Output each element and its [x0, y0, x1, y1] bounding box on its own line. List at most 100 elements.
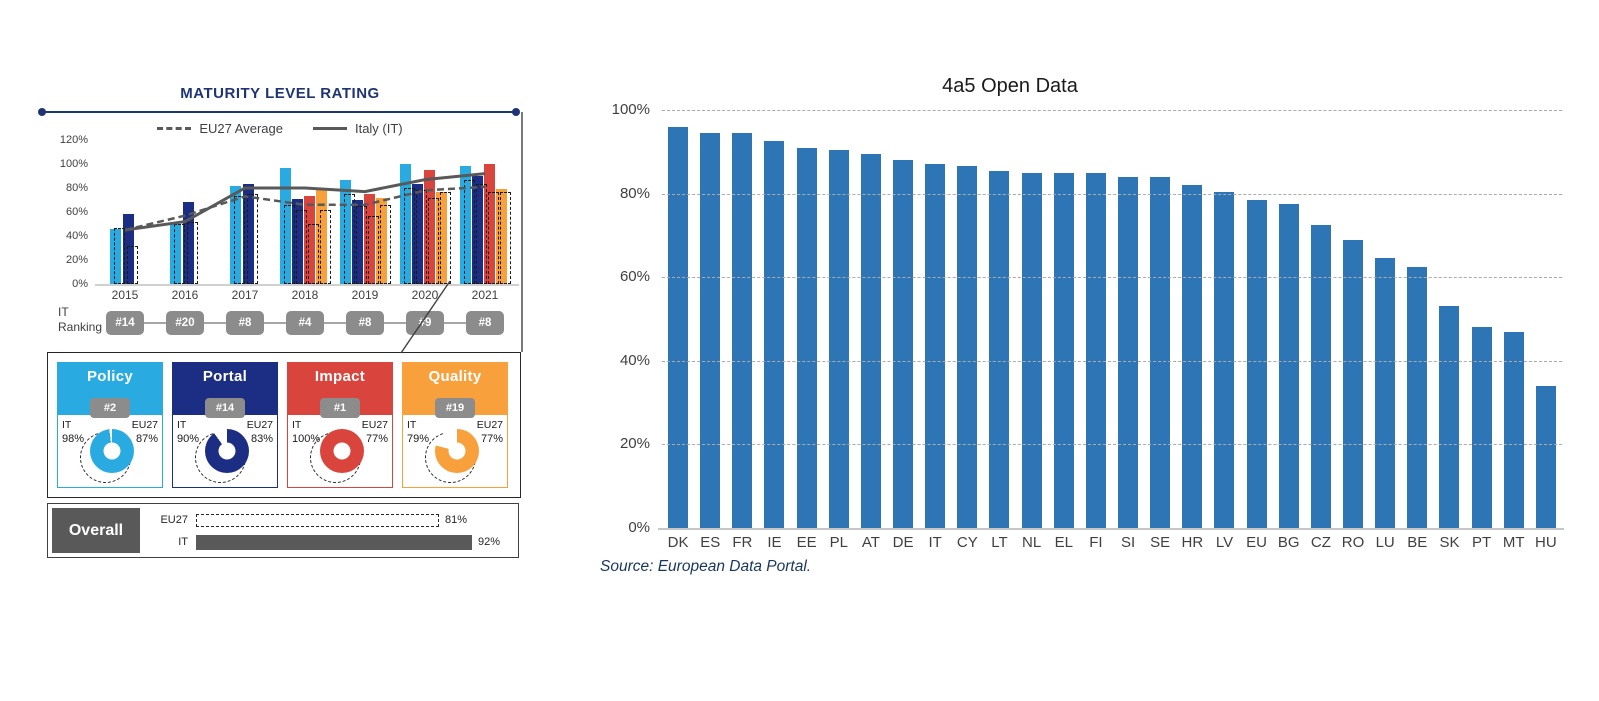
bar-AT — [860, 153, 881, 528]
overall-row-it: IT 92% — [144, 531, 518, 553]
card-it-label: IT — [62, 419, 72, 431]
it-donut — [320, 429, 364, 473]
dimension-cards-panel: Policy #2 IT EU27 98% 87% Portal #14 IT EU27 90% 83… — [47, 352, 521, 498]
x-label-PT: PT — [1472, 534, 1492, 551]
bar-Impact (EU27) — [368, 215, 379, 284]
maturity-panel: MATURITY LEVEL RATING EU27 Average Italy… — [30, 85, 530, 575]
year-group-2019 — [335, 140, 395, 284]
card-it-label: IT — [407, 419, 417, 431]
x-label-2017: 2017 — [231, 288, 259, 302]
bar-slot-EU — [1241, 110, 1273, 528]
bar-slot-SE — [1144, 110, 1176, 528]
year-group-2021 — [455, 140, 515, 284]
card-body: IT EU27 79% 77% — [403, 415, 507, 485]
card-eu-value: 83% — [250, 433, 273, 445]
bar-Policy (EU27) — [284, 204, 295, 284]
bar-FR — [732, 133, 753, 528]
card-rank-badge: #2 — [90, 398, 130, 418]
card-it-label: IT — [177, 419, 187, 431]
gridline — [662, 444, 1562, 446]
bar-EU — [1246, 199, 1267, 528]
x-label-CY: CY — [956, 534, 978, 551]
x-label-CZ: CZ — [1310, 534, 1331, 551]
card-it-label: IT — [292, 419, 302, 431]
card-eu-label: EU27 — [476, 419, 503, 431]
gridline — [662, 360, 1562, 362]
bar-ES — [700, 133, 721, 528]
x-label-IT: IT — [928, 534, 942, 551]
bar-HU — [1535, 385, 1556, 528]
bar-Quality (IT) — [436, 191, 447, 284]
bar-SE — [1150, 176, 1171, 528]
y-tick-label: 20% — [65, 254, 88, 266]
bar-LU — [1375, 258, 1396, 528]
overall-it-label: IT — [178, 536, 188, 548]
bar-Quality (IT) — [496, 189, 507, 284]
bar-Portal (EU27) — [416, 190, 427, 284]
bar-PT — [1471, 327, 1492, 528]
y-tick-label: 100% — [59, 158, 88, 170]
bar-slot-IE — [758, 110, 790, 528]
y-tick-label: 80% — [65, 182, 88, 194]
bar-Quality (EU27) — [320, 209, 331, 284]
bar-Portal (EU27) — [476, 184, 487, 284]
card-body: IT EU27 98% 87% — [58, 415, 162, 485]
bar-Quality (IT) — [376, 197, 387, 284]
y-tick-label: 20% — [619, 435, 650, 453]
bar-Portal (IT) — [123, 214, 134, 284]
x-label-DE: DE — [892, 534, 914, 551]
overall-row-eu27: EU27 81% — [144, 509, 518, 531]
card-policy: Policy #2 IT EU27 98% 87% — [57, 362, 163, 488]
x-label-IE: IE — [767, 534, 782, 551]
left-chart-legend: EU27 Average Italy (IT) — [30, 121, 530, 136]
bar-Impact (EU27) — [308, 224, 319, 284]
open-data-chart: 4a5 Open Data 100% 80% 60% 40% 20% 0% DK ES FR I… — [600, 75, 1585, 595]
x-label-EL: EL — [1054, 534, 1073, 551]
bar-Policy (IT) — [340, 179, 351, 284]
bar-slot-MT — [1498, 110, 1530, 528]
x-label-2018: 2018 — [291, 288, 319, 302]
rank-badge-2020: #9 — [406, 311, 444, 335]
donut-hole — [103, 442, 121, 460]
card-it-value: 79% — [407, 433, 430, 445]
left-chart-y-axis: 120% 100% 80% 60% 40% 20% 0% — [30, 134, 88, 290]
donut-hole — [333, 442, 351, 460]
left-chart-plot-area — [95, 140, 515, 284]
it-donut — [435, 429, 479, 473]
y-tick-label: 120% — [59, 134, 88, 146]
bar-Portal (EU27) — [247, 194, 258, 284]
legend-item-italy: Italy (IT) — [312, 121, 403, 136]
bar-Policy (EU27) — [234, 196, 245, 284]
bar-PL — [828, 149, 849, 528]
card-eu-value: 87% — [135, 433, 158, 445]
x-label-2019: 2019 — [351, 288, 379, 302]
bar-FI — [1085, 172, 1106, 528]
overall-label: Overall — [52, 508, 140, 553]
x-label-EE: EE — [796, 534, 817, 551]
x-label-SE: SE — [1150, 534, 1171, 551]
x-label-BG: BG — [1277, 534, 1300, 551]
card-eu-label: EU27 — [131, 419, 158, 431]
x-label-SK: SK — [1439, 534, 1460, 551]
x-label-SI: SI — [1120, 534, 1136, 551]
bar-IE — [764, 141, 785, 528]
bar-EL — [1053, 172, 1074, 528]
x-label-LU: LU — [1375, 534, 1395, 551]
gridline — [662, 110, 1562, 111]
rank-badge-2015: #14 — [106, 311, 144, 335]
bar-Portal (IT) — [183, 202, 194, 284]
bar-slot-DE — [887, 110, 919, 528]
overall-bars: EU27 81% IT 92% — [144, 504, 518, 557]
card-rank-badge: #1 — [320, 398, 360, 418]
it-ranking-row: #14 #20 #8 #4 #8 #9 #8 — [95, 307, 515, 339]
card-eu-label: EU27 — [246, 419, 273, 431]
solid-line-swatch-icon — [312, 127, 347, 130]
year-group-2017 — [215, 140, 275, 284]
card-portal: Portal #14 IT EU27 90% 83% — [172, 362, 278, 488]
rank-badge-2019: #8 — [346, 311, 384, 335]
x-label-AT: AT — [861, 534, 880, 551]
overall-eu27-bar — [196, 513, 439, 527]
rank-badge-2021: #8 — [466, 311, 504, 335]
card-eu-value: 77% — [365, 433, 388, 445]
gridline — [662, 277, 1562, 279]
